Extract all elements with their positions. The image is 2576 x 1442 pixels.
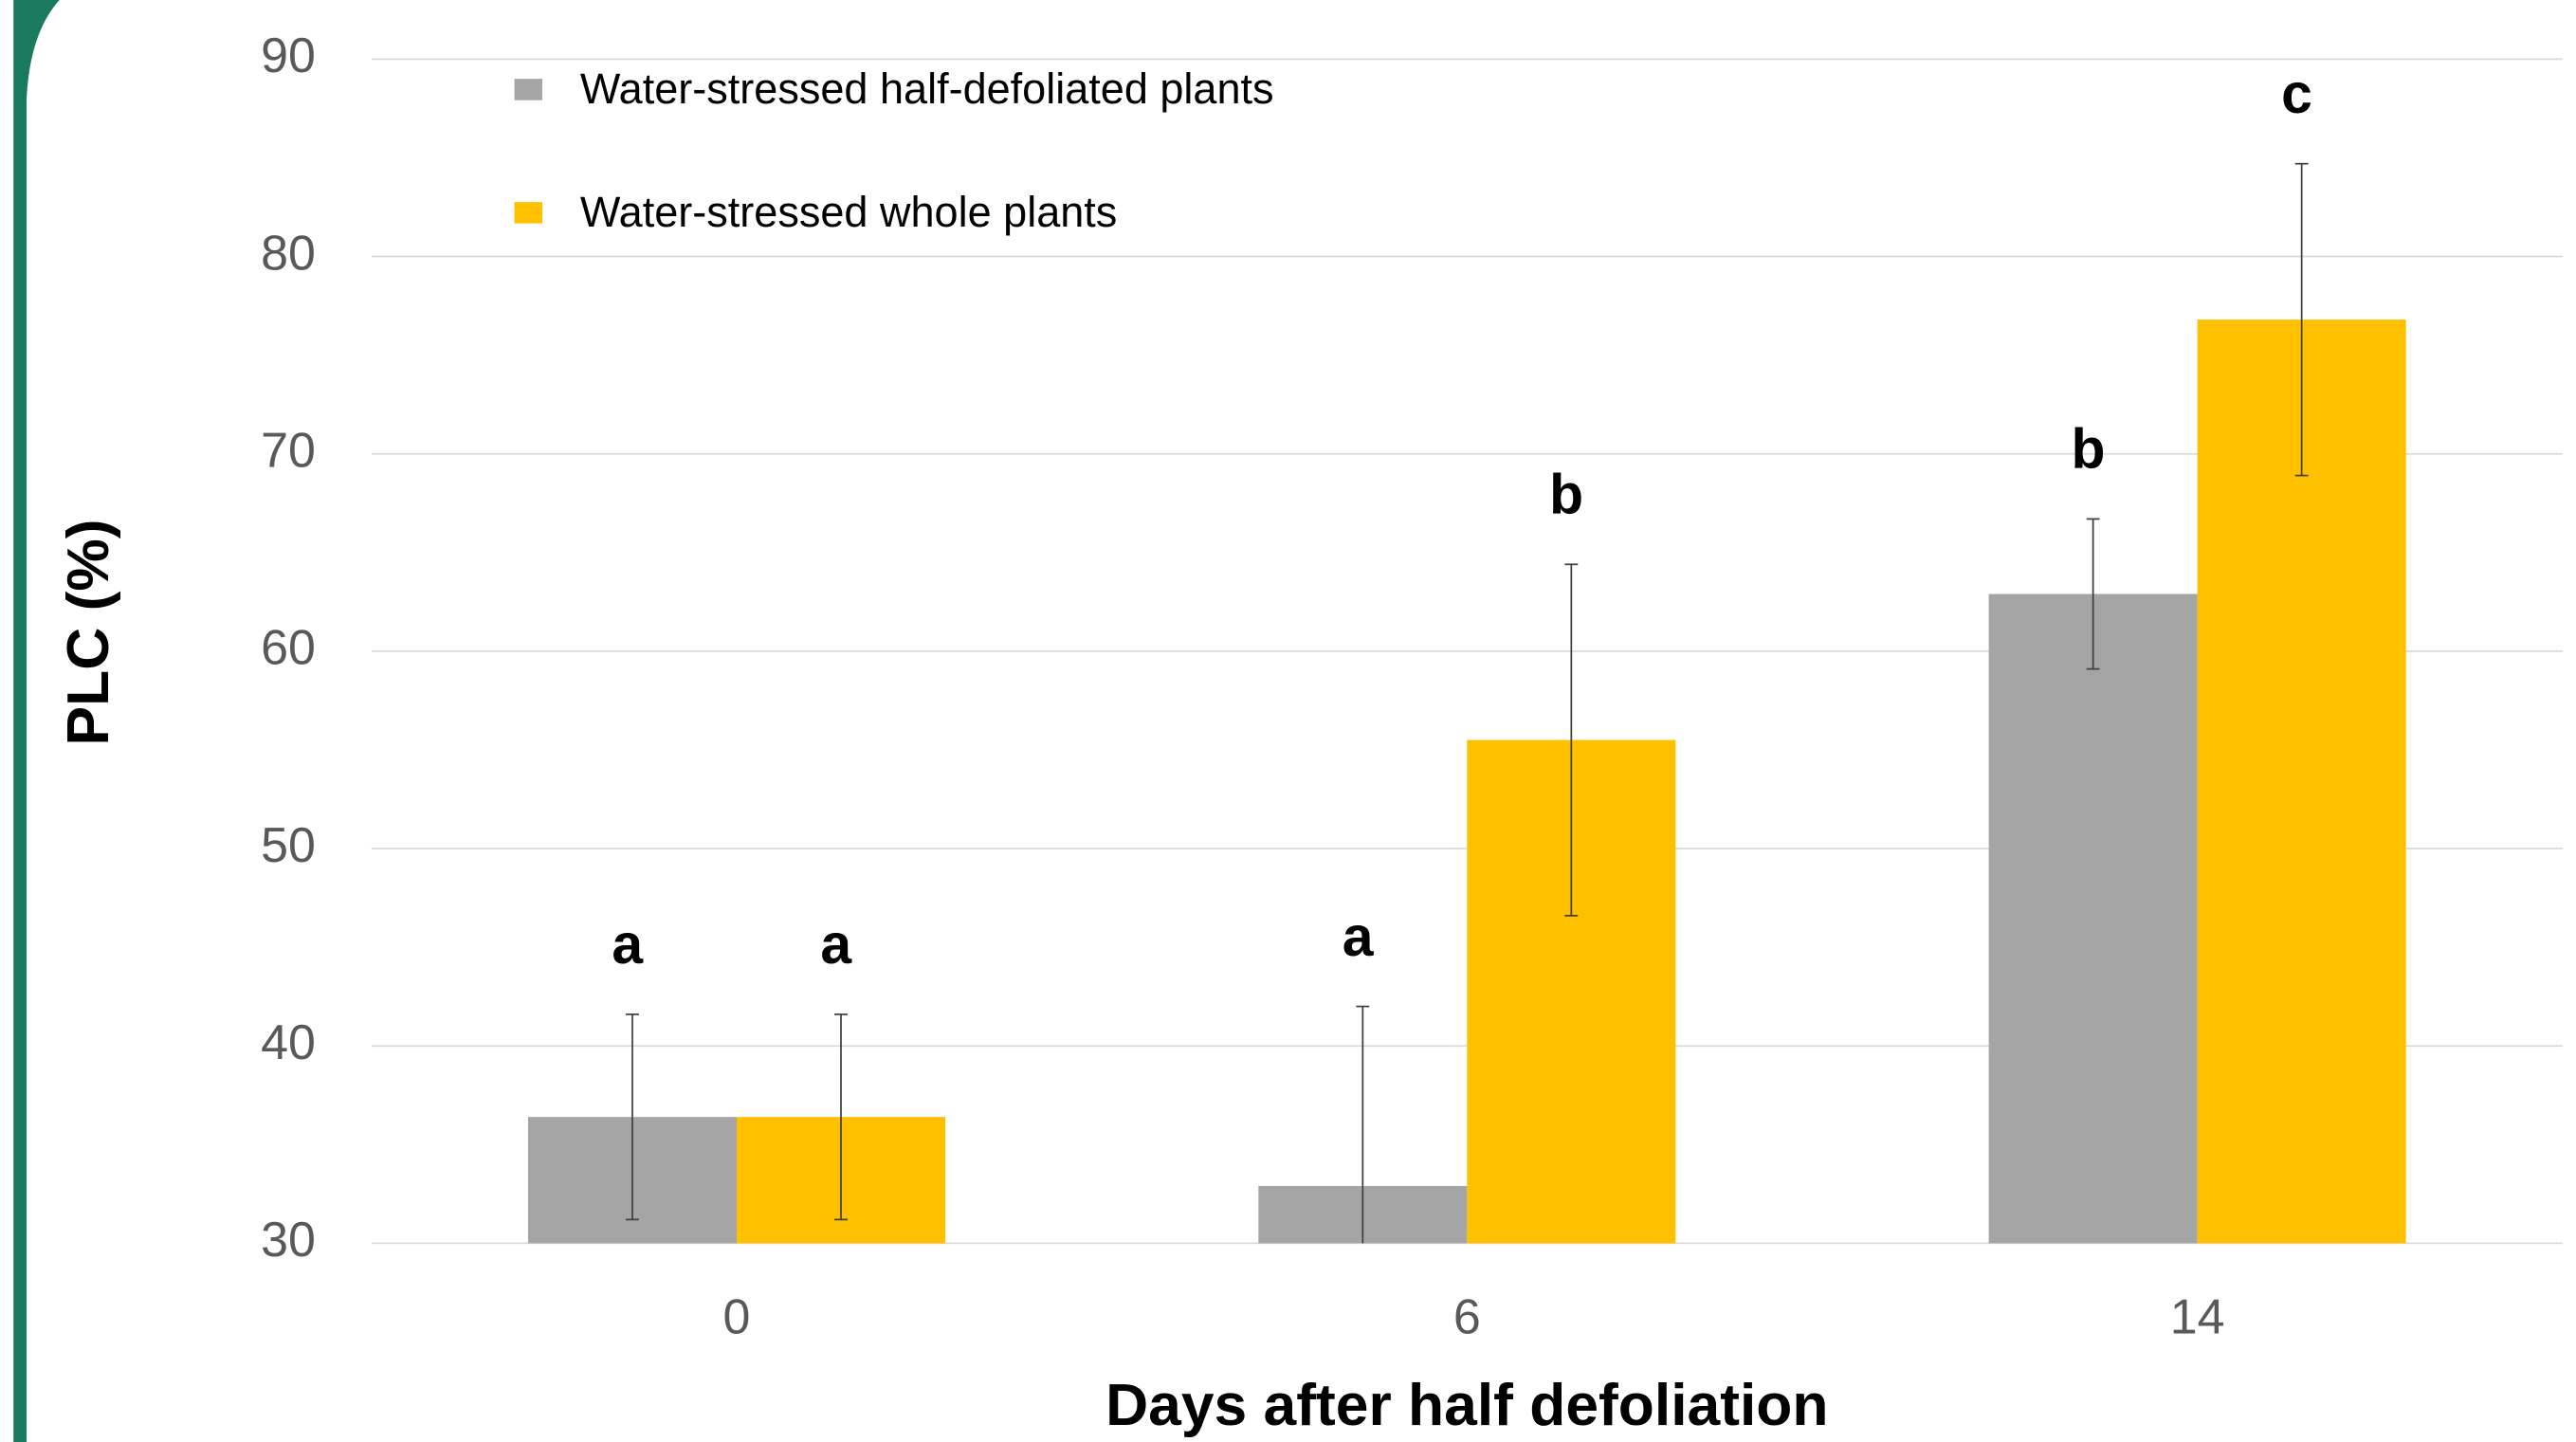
significance-letter: a <box>820 914 852 976</box>
x-tick-label: 6 <box>1453 1290 1481 1345</box>
bar <box>1988 593 2198 1244</box>
x-tick-label: 14 <box>2170 1290 2225 1345</box>
bars <box>528 319 2406 1244</box>
y-tick-label: 50 <box>261 818 316 873</box>
error-bar <box>1356 1005 1370 1244</box>
significance-letter: a <box>612 914 644 976</box>
legend-swatch <box>514 79 543 100</box>
y-tick-label: 90 <box>261 28 316 83</box>
grid: 30 40 50 60 70 80 90 <box>261 28 2563 1268</box>
significance-letter: a <box>1343 906 1375 968</box>
legend-label: Water-stressed whole plants <box>580 188 1117 236</box>
left-border <box>13 0 60 1442</box>
y-tick-label: 30 <box>261 1213 316 1268</box>
significance-letter: b <box>2071 419 2105 481</box>
y-axis-title: PLC (%) <box>56 519 121 745</box>
error-bar <box>834 1013 848 1221</box>
labels: Water-stressed half-defoliated plants Wat… <box>514 64 2312 1345</box>
x-axis-title: Days after half defoliation <box>1105 1373 1828 1438</box>
y-tick-label: 80 <box>261 226 316 281</box>
error-bar <box>626 1013 639 1221</box>
error-bar <box>2086 518 2100 670</box>
error-bars <box>626 162 2309 1244</box>
significance-letter: c <box>2281 64 2312 125</box>
y-tick-label: 60 <box>261 621 316 676</box>
error-bar <box>1564 563 1579 917</box>
significance-letter: b <box>1549 465 1583 526</box>
y-tick-label: 70 <box>261 423 316 478</box>
y-tick-label: 40 <box>261 1015 316 1070</box>
legend-label: Water-stressed half-defoliated plants <box>580 64 1274 113</box>
error-bar <box>2294 162 2309 477</box>
legend-swatch <box>514 202 543 224</box>
x-tick-label: 0 <box>723 1290 751 1345</box>
